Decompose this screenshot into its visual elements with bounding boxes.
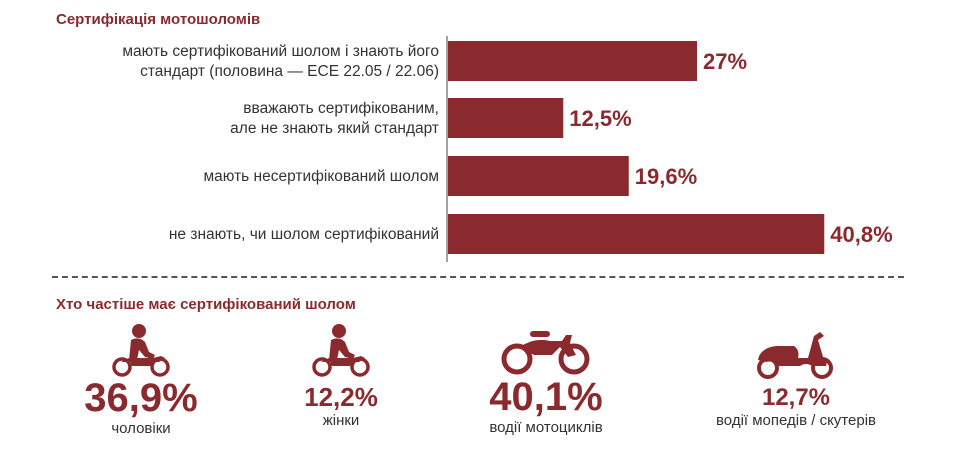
category-label: мають сертифікований шолом і знають його [122, 43, 439, 60]
stat-caption: жінки [322, 412, 360, 429]
stat-caption: водії мопедів / скутерів [716, 412, 876, 429]
stat-value: 12,7% [761, 384, 831, 411]
bar-value-label: 27% [703, 49, 747, 74]
stat-caption: чоловіки [111, 420, 171, 437]
motorcycle-icon [501, 331, 590, 375]
stat-caption: водії мотоциклів [489, 419, 603, 436]
stat-value: 12,2% [304, 382, 378, 412]
bar-value-label: 40,8% [830, 222, 892, 247]
bar-value-label: 19,6% [635, 164, 697, 189]
bar [448, 214, 825, 254]
bar [448, 41, 697, 81]
stat-value: 36,9% [84, 376, 198, 420]
motorcycle-rider-icon [112, 324, 170, 377]
motorcycle-rider-icon [312, 324, 370, 377]
bar [448, 156, 629, 196]
bar-value-label: 12,5% [569, 106, 631, 131]
chart-title: Сертифікація мотошоломів [56, 11, 261, 28]
stat-women: 12,2% жінки [286, 322, 396, 429]
stat-scooter-drivers: 12,7% водії мопедів / скутерів [686, 328, 906, 429]
stat-motorcycle-drivers: 40,1% водії мотоциклів [456, 325, 636, 436]
category-label: мають несертифікований шолом [204, 168, 439, 185]
section-title: Хто частіше має сертифікований шолом [56, 296, 356, 313]
scooter-icon [757, 332, 833, 379]
category-label: стандарт (половина — ECE 22.05 / 22.06) [140, 63, 439, 80]
bar [448, 98, 564, 138]
category-label: але не знають який стандарт [230, 120, 439, 137]
bar-chart: 27% мають сертифікований шолом і знають й… [122, 36, 893, 262]
category-label: не знають, чи шолом сертифікований [169, 226, 439, 243]
category-label: вважають сертифікованим, [243, 100, 439, 117]
stat-men: 36,9% чоловіки [66, 322, 216, 437]
stat-value: 40,1% [489, 375, 603, 419]
dashed-divider [52, 276, 904, 278]
